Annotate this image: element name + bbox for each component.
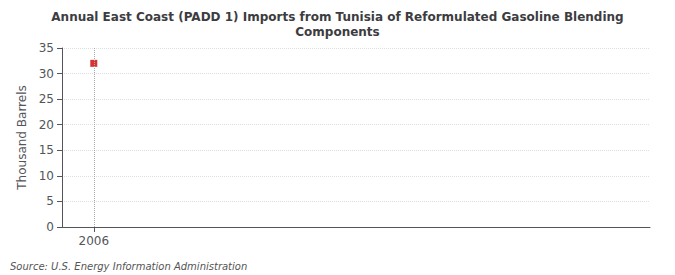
svg-text:10: 10 xyxy=(39,169,54,183)
svg-text:25: 25 xyxy=(39,92,54,106)
svg-text:15: 15 xyxy=(39,143,54,157)
svg-text:2006: 2006 xyxy=(79,234,110,248)
svg-text:35: 35 xyxy=(39,41,54,55)
svg-text:30: 30 xyxy=(39,67,54,81)
svg-text:Thousand Barrels: Thousand Barrels xyxy=(15,85,29,190)
svg-text:Source: U.S. Energy Informatio: Source: U.S. Energy Information Administ… xyxy=(10,261,247,272)
svg-text:0: 0 xyxy=(46,220,54,234)
svg-text:20: 20 xyxy=(39,118,54,132)
svg-text:Annual East Coast (PADD 1) Imp: Annual East Coast (PADD 1) Imports from … xyxy=(51,10,623,24)
svg-text:5: 5 xyxy=(46,194,54,208)
svg-text:Components: Components xyxy=(295,25,380,39)
